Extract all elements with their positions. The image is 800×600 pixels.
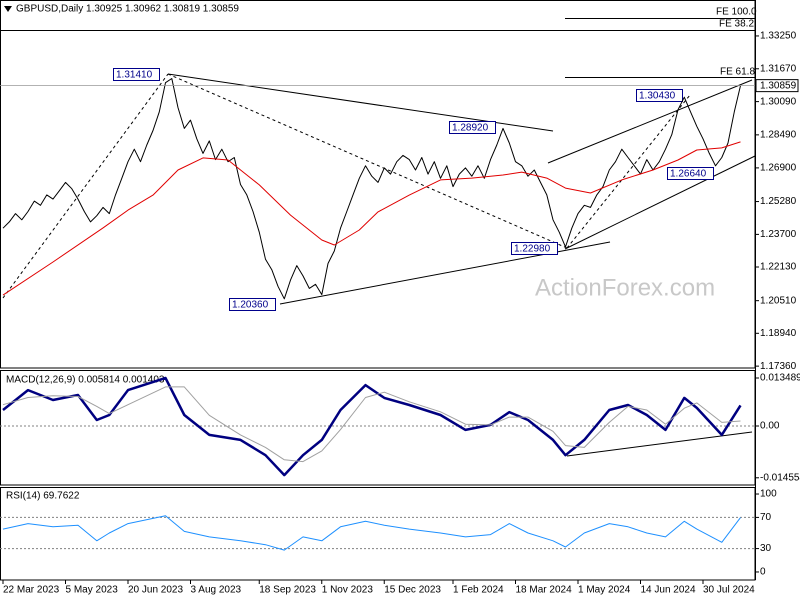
x-tick-label: 1 Nov 2023 (322, 585, 374, 596)
price-panel (0, 0, 756, 369)
annotation-box (636, 89, 683, 102)
x-tick-label: 22 Mar 2023 (3, 585, 60, 596)
annotation-box (229, 298, 276, 311)
trendline (566, 94, 691, 249)
fib-label: FE 61.8 (720, 67, 755, 78)
y-tick-label: -0.014554 (760, 472, 800, 483)
y-tick-label: 1.18940 (760, 328, 797, 339)
trendlines (0, 18, 756, 457)
y-tick-label: 1.28490 (760, 129, 797, 140)
y-tick-label: 1.20510 (760, 295, 797, 306)
trendline (2, 73, 169, 299)
series-line (2, 386, 741, 463)
annotation-box (667, 167, 714, 180)
x-tick-label: 1 Feb 2024 (453, 585, 504, 596)
trendline (167, 73, 568, 249)
y-tick-label: 1.30090 (760, 96, 797, 107)
macd-panel (0, 370, 756, 486)
x-tick-label: 14 Jun 2024 (641, 585, 696, 596)
rsi-panel (0, 487, 756, 581)
annotation: 1.20360 (232, 300, 269, 311)
y-tick-label: 1.22130 (760, 262, 797, 273)
trendline (547, 79, 753, 164)
y-tick-label: 0.00 (760, 421, 780, 432)
y-tick-label: 0 (760, 567, 766, 578)
series-line (2, 515, 741, 551)
series-line (2, 78, 741, 300)
y-tick-label: 1.23700 (760, 229, 797, 240)
annotation-box (511, 242, 558, 255)
annotation-box (113, 68, 160, 81)
y-tick-label: 1.25280 (760, 196, 797, 207)
trendline (564, 155, 756, 250)
x-tick-label: 20 Jun 2023 (128, 585, 183, 596)
annotation: 1.22980 (514, 244, 551, 255)
last-price-label: 1.30859 (760, 80, 797, 91)
x-tick-label: 3 Aug 2023 (191, 585, 242, 596)
x-tick-label: 18 Mar 2024 (516, 585, 573, 596)
y-tick-label: 1.31670 (760, 63, 797, 74)
x-tick-label: 1 May 2024 (578, 585, 631, 596)
rsi-title: RSI(14) 69.7622 (6, 491, 80, 502)
chart-title: GBPUSD,Daily 1.30925 1.30962 1.30819 1.3… (16, 4, 239, 15)
trendline (566, 431, 753, 457)
watermark: ActionForex.com (535, 274, 715, 301)
symbol-icon (4, 6, 12, 12)
y-tick-label: 0.013489 (760, 373, 800, 384)
y-tick-label: 30 (760, 543, 772, 554)
series-line (2, 376, 742, 477)
macd-title: MACD(12,26,9) 0.005814 0.001403 (6, 375, 165, 386)
fib-label: FE 38.2 (719, 19, 754, 30)
x-tick-label: 30 Jul 2024 (703, 585, 755, 596)
annotation: 1.30430 (639, 91, 676, 102)
y-tick-label: 1.17360 (760, 361, 797, 372)
annotation-box (449, 121, 496, 134)
annotation: 1.28920 (452, 123, 489, 134)
y-tick-label: 70 (760, 512, 772, 523)
annotation: 1.31410 (116, 70, 153, 81)
annotation: 1.26640 (670, 169, 707, 180)
y-tick-label: 1.33250 (760, 31, 797, 42)
x-tick-label: 5 May 2023 (66, 585, 119, 596)
y-tick-label: 100 (760, 489, 777, 500)
x-tick-label: 15 Dec 2023 (384, 585, 441, 596)
y-tick-label: 1.26900 (760, 163, 797, 174)
fib-label: FE 100.0 (716, 7, 757, 18)
x-tick-label: 18 Sep 2023 (259, 585, 316, 596)
annotations: 1.31410 1.28920 1.20360 1.22980 1.30430 … (113, 68, 714, 311)
series-line (2, 141, 741, 296)
